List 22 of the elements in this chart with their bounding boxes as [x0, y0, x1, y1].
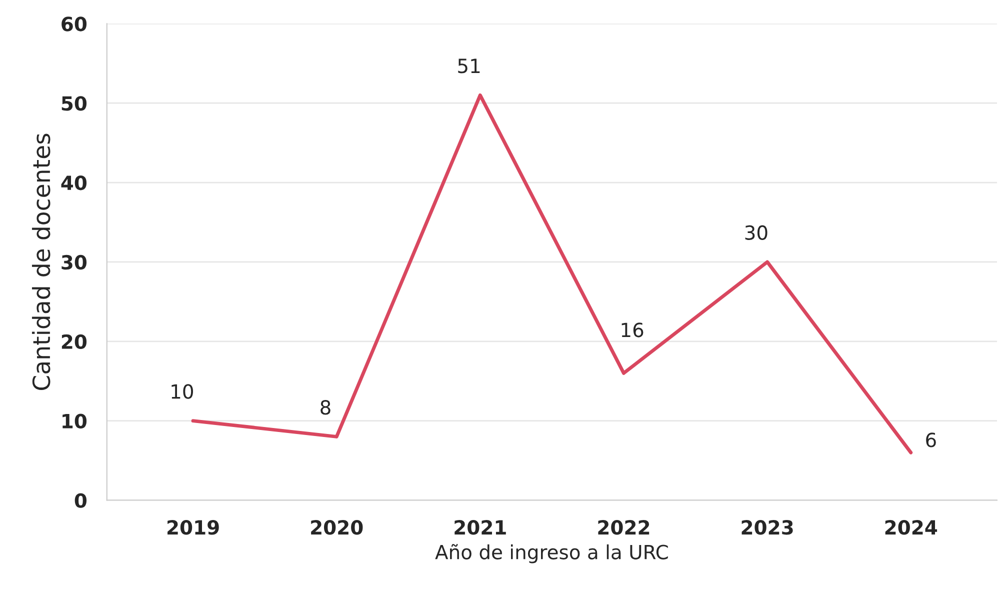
y-tick-label: 50	[62, 96, 87, 111]
x-tick-label: 2020	[311, 520, 363, 535]
data-label: 10	[172, 384, 193, 399]
x-tick-label: 2019	[168, 520, 219, 535]
y-tick-label: 40	[61, 175, 87, 190]
x-tick-label: 2023	[742, 520, 793, 535]
y-tick-label: 20	[62, 334, 87, 350]
y-tick-label: 10	[62, 414, 87, 428]
x-tick-label: 2022	[598, 520, 650, 535]
data-label: 6	[926, 432, 936, 448]
y-tick-label: 60	[62, 16, 87, 32]
y-tick-label: 0	[74, 493, 87, 508]
x-tick-label: 2021	[454, 520, 506, 535]
x-tick-label: 2024	[885, 520, 938, 535]
y-axis-title: Cantidad de docentes	[32, 134, 50, 390]
x-axis-title: Año de ingreso a la URC	[435, 544, 668, 564]
data-label: 8	[320, 400, 330, 415]
y-tick-label: 30	[62, 254, 87, 270]
data-label: 16	[622, 322, 644, 338]
data-label: 51	[458, 58, 480, 74]
line-series	[191, 93, 913, 454]
data-label: 30	[745, 225, 768, 240]
